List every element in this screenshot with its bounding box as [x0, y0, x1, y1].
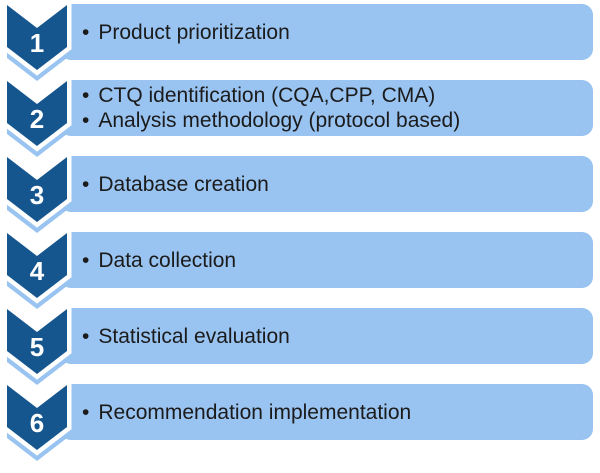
- step-label: Analysis methodology (protocol based): [98, 109, 461, 132]
- step-number-5: 5: [29, 332, 45, 362]
- step-line: • Database creation: [82, 172, 593, 197]
- step-number-3: 3: [29, 180, 45, 210]
- step-label: CTQ identification (CQA,CPP, CMA): [98, 84, 436, 107]
- bullet-icon: •: [82, 400, 90, 424]
- step-label: Statistical evaluation: [98, 324, 290, 348]
- bullet-icon: •: [82, 172, 90, 196]
- step-box-4: • Data collection: [60, 232, 593, 288]
- step-label: Data collection: [98, 248, 237, 272]
- step-number-1: 1: [29, 28, 45, 58]
- step-line: • Statistical evaluation: [82, 324, 593, 349]
- step-line: • Data collection: [82, 248, 593, 273]
- step-number-2: 2: [29, 104, 45, 134]
- bullet-icon: •: [82, 84, 90, 107]
- step-number-6: 6: [29, 408, 45, 438]
- bullet-icon: •: [82, 20, 90, 44]
- step-box-3: • Database creation: [60, 156, 593, 212]
- step-label: Product prioritization: [98, 20, 290, 44]
- step-line: • CTQ identification (CQA,CPP, CMA): [82, 83, 593, 108]
- step-label: Recommendation implementation: [98, 400, 412, 424]
- step-line: • Recommendation implementation: [82, 400, 593, 425]
- step-number-4: 4: [29, 256, 45, 286]
- step-box-5: • Statistical evaluation: [60, 308, 593, 364]
- step-box-1: • Product prioritization: [60, 4, 593, 60]
- step-box-6: • Recommendation implementation: [60, 384, 593, 440]
- step-box-2: • CTQ identification (CQA,CPP, CMA) • An…: [60, 80, 593, 136]
- bullet-icon: •: [82, 109, 90, 132]
- bullet-icon: •: [82, 324, 90, 348]
- step-line: • Product prioritization: [82, 20, 593, 45]
- step-line: • Analysis methodology (protocol based): [82, 108, 593, 133]
- step-label: Database creation: [98, 172, 269, 196]
- bullet-icon: •: [82, 248, 90, 272]
